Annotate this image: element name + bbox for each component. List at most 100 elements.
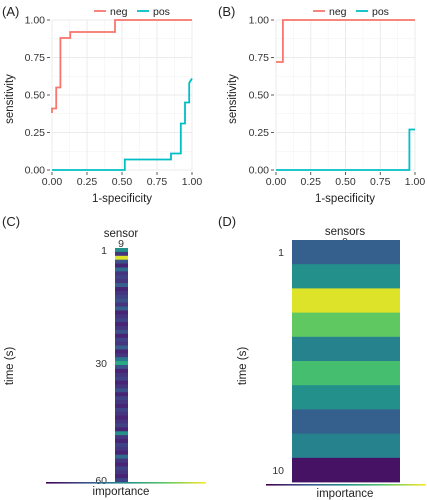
- colorbar-c-title: importance: [93, 486, 150, 498]
- colorbar-d: [266, 484, 426, 486]
- y-axis-title-b: sensitivity: [227, 74, 239, 124]
- heatmap-cell: [115, 310, 128, 315]
- heatmap-cell: [115, 419, 128, 424]
- panel-label-d: (D): [218, 214, 236, 229]
- heatmap-y-tick-label: 60: [95, 475, 107, 487]
- x-tick-label: 0.25: [77, 176, 98, 188]
- heatmap-cell: [115, 443, 128, 448]
- heatmap-cell: [115, 322, 128, 327]
- heatmap-cell: [115, 427, 128, 432]
- heatmap-cell: [115, 368, 128, 374]
- heatmap-cell: [115, 290, 128, 296]
- x-tick-label: 0.75: [147, 176, 168, 188]
- panel-label-a: (A): [2, 4, 19, 19]
- heatmap-cell: [115, 251, 128, 257]
- heatmap-cell: [115, 357, 128, 362]
- y-tick-label: 0.50: [249, 90, 270, 102]
- heatmap-y-tick-label: 10: [272, 465, 284, 477]
- legend-b: neg pos: [313, 6, 389, 18]
- heatmap-cell: [115, 349, 128, 354]
- plot-area-a: 0.00 0.25 0.50 0.75 1.00 0.00 0.25 0.50 0.75 1.00: [25, 15, 203, 189]
- heatmap-y-tick-label: 1: [278, 247, 284, 259]
- heatmap-cell: [115, 345, 128, 350]
- heatmap-cell: [115, 267, 128, 272]
- plot-area-b: 0.00 0.25 0.50 0.75 1.00 0.00 0.25 0.50 0.75 1.00: [249, 15, 426, 189]
- heatmap-cell: [115, 337, 128, 342]
- heatmap-cell: [115, 435, 128, 440]
- heatmap-cell: [115, 450, 128, 456]
- legend-a-pos: pos: [153, 6, 170, 18]
- heatmap-c-y-axis-title: time (s): [4, 347, 16, 386]
- heatmap-cell: [115, 454, 128, 459]
- panel-b-roc: (B) neg pos 0.00 0.25 0.50 0.75 1.00 0.00 0.25…: [218, 4, 425, 205]
- heatmap-cell: [115, 439, 128, 444]
- heatmap-d-title: sensors: [325, 226, 366, 238]
- panel-c-heatmap: (C) sensor 9 1 30 60 time (s) importance: [2, 214, 206, 498]
- x-tick-label: 0.50: [112, 176, 133, 188]
- heatmap-cell: [115, 384, 128, 389]
- x-tick-label: 0.50: [335, 176, 356, 188]
- heatmap-cell: [115, 411, 128, 417]
- legend-a: neg pos: [94, 6, 170, 18]
- heatmap-c-cells: [115, 248, 128, 483]
- heatmap-cell: [115, 423, 128, 428]
- heatmap-cell: [292, 288, 400, 313]
- heatmap-cell: [292, 264, 400, 289]
- legend-b-pos: pos: [372, 6, 389, 18]
- y-tick-label: 0.00: [25, 165, 46, 177]
- heatmap-d-cells: [292, 240, 400, 483]
- series-line-neg: [276, 19, 415, 63]
- heatmap-d-y-axis-title: time (s): [237, 347, 249, 386]
- x-tick-label: 1.00: [182, 176, 203, 188]
- heatmap-cell: [292, 336, 400, 362]
- heatmap-cell: [115, 458, 128, 463]
- heatmap-cell: [115, 407, 128, 413]
- heatmap-y-tick-label: 1: [101, 245, 107, 257]
- legend-a-neg: neg: [110, 6, 128, 18]
- heatmap-cell: [292, 409, 400, 434]
- heatmap-cell: [115, 361, 128, 366]
- colorbar-c: [46, 482, 206, 484]
- heatmap-cell: [115, 333, 128, 339]
- y-axis-title-a: sensitivity: [4, 74, 16, 124]
- heatmap-y-tick-label: 30: [95, 358, 107, 370]
- y-tick-label: 1.00: [25, 15, 46, 27]
- heatmap-cell: [115, 392, 128, 397]
- heatmap-cell: [115, 462, 128, 467]
- heatmap-cell: [292, 433, 400, 459]
- heatmap-cell: [115, 326, 128, 331]
- y-tick-label: 0.00: [249, 165, 270, 177]
- heatmap-cell: [292, 240, 400, 265]
- heatmap-cell: [115, 287, 128, 292]
- heatmap-cell: [115, 365, 128, 370]
- heatmap-cell: [115, 376, 128, 381]
- heatmap-cell: [115, 372, 128, 378]
- heatmap-cell: [115, 415, 128, 420]
- heatmap-cell: [115, 314, 128, 319]
- x-axis-title-b: 1-specificity: [315, 193, 375, 205]
- heatmap-cell: [115, 298, 128, 303]
- panel-d-heatmap: (D) sensors 9 110 time (s) importance: [218, 214, 426, 500]
- y-tick-label: 1.00: [249, 15, 270, 27]
- heatmap-cell: [115, 431, 128, 436]
- x-tick-label: 0.25: [301, 176, 322, 188]
- series-line-pos: [276, 128, 415, 171]
- heatmap-cell: [115, 318, 128, 323]
- heatmap-c-column-label: 9: [118, 238, 124, 250]
- heatmap-cell: [115, 380, 128, 385]
- heatmap-cell: [115, 271, 128, 276]
- colorbar-d-title: importance: [317, 488, 374, 500]
- y-tick-label: 0.75: [25, 52, 46, 64]
- y-tick-label: 0.75: [249, 52, 270, 64]
- heatmap-cell: [115, 329, 128, 335]
- heatmap-cell: [115, 263, 128, 268]
- panel-label-b: (B): [218, 4, 235, 19]
- heatmap-cell: [115, 404, 128, 409]
- heatmap-cell: [115, 400, 128, 405]
- heatmap-cell: [115, 470, 128, 475]
- heatmap-cell: [292, 457, 400, 483]
- heatmap-cell: [292, 312, 400, 338]
- heatmap-cell: [115, 388, 128, 393]
- heatmap-cell: [115, 255, 128, 261]
- heatmap-cell: [115, 248, 128, 253]
